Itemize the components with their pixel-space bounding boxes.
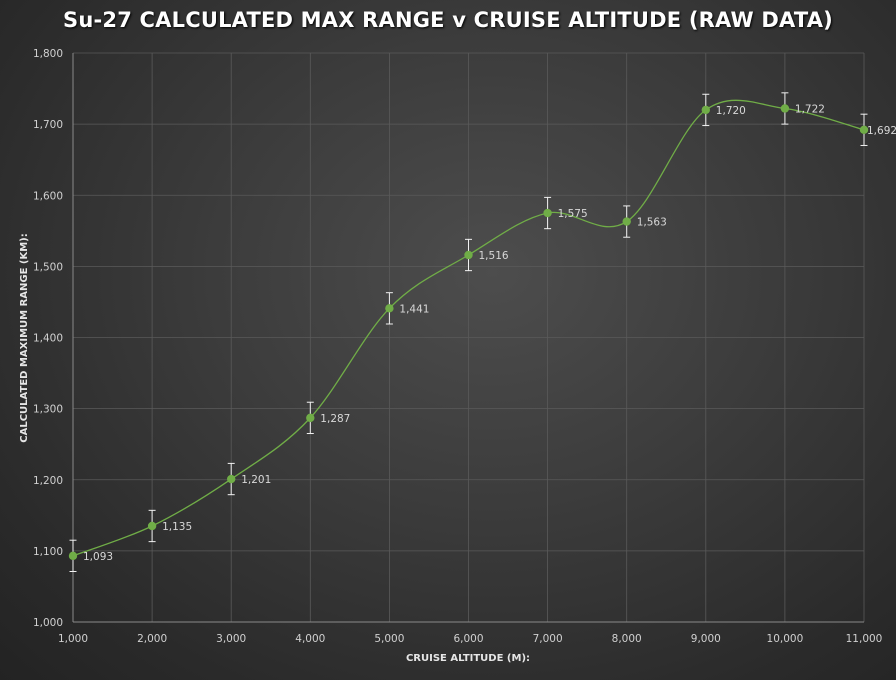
data-label: 1,093: [83, 551, 113, 563]
y-tick-label: 1,400: [33, 333, 63, 345]
y-tick-label: 1,600: [33, 190, 63, 202]
x-tick-label: 9,000: [691, 633, 721, 645]
data-point-marker: [306, 413, 315, 423]
data-point-marker: [543, 208, 552, 218]
x-tick-label: 10,000: [767, 633, 804, 645]
data-label: 1,287: [320, 413, 350, 425]
x-tick-label: 8,000: [612, 633, 642, 645]
y-axis-ticks: 1,000 1,100 1,200 1,300 1,400 1,500 1,600 1,700…: [33, 48, 63, 629]
y-tick-label: 1,200: [33, 475, 63, 487]
axes: [72, 53, 864, 623]
data-point-marker: [780, 104, 790, 113]
data-label: 1,722: [795, 103, 825, 115]
y-tick-label: 1,800: [33, 48, 63, 60]
y-tick-label: 1,300: [33, 404, 63, 416]
x-tick-label: 1,000: [58, 633, 88, 645]
data-labels: 1,093 1,135 1,201 1,287 1,441 1,516 1,575 1,563…: [83, 103, 896, 562]
gridlines: [73, 52, 865, 622]
x-tick-label: 4,000: [295, 633, 325, 645]
y-tick-label: 1,100: [33, 546, 63, 558]
data-label: 1,516: [479, 250, 509, 262]
data-label: 1,201: [241, 474, 271, 486]
x-tick-label: 3,000: [216, 633, 246, 645]
x-tick-label: 11,000: [846, 633, 883, 645]
y-tick-label: 1,700: [33, 119, 63, 131]
data-point-marker: [385, 304, 394, 313]
data-point-marker: [464, 250, 473, 260]
x-tick-label: 2,000: [137, 633, 167, 645]
data-point-marker: [622, 217, 631, 226]
data-label: 1,692: [867, 125, 896, 137]
data-label: 1,563: [637, 217, 667, 229]
y-tick-label: 1,000: [33, 617, 63, 629]
x-axis-label: CRUISE ALTITUDE (M):: [406, 653, 530, 664]
data-point-marker: [68, 551, 78, 561]
x-tick-label: 7,000: [533, 633, 563, 645]
data-point-marker: [859, 125, 869, 135]
data-label: 1,575: [558, 208, 588, 220]
x-axis-ticks: 1,000 2,000 3,000 4,000 5,000 6,000 7,000 8,000…: [58, 633, 882, 645]
data-markers: [68, 104, 869, 561]
x-tick-label: 5,000: [374, 633, 404, 645]
data-label: 1,720: [716, 105, 746, 117]
y-axis-label: CALCULATED MAXIMUM RANGE (KM):: [19, 233, 30, 442]
data-point-marker: [227, 474, 236, 484]
data-label: 1,441: [399, 303, 429, 315]
x-tick-label: 6,000: [453, 633, 483, 645]
data-point-marker: [701, 105, 710, 115]
y-tick-label: 1,500: [33, 261, 63, 273]
data-point-marker: [147, 521, 157, 531]
data-label: 1,135: [162, 521, 192, 533]
chart-title: Su-27 CALCULATED MAX RANGE v CRUISE ALTI…: [63, 8, 833, 32]
